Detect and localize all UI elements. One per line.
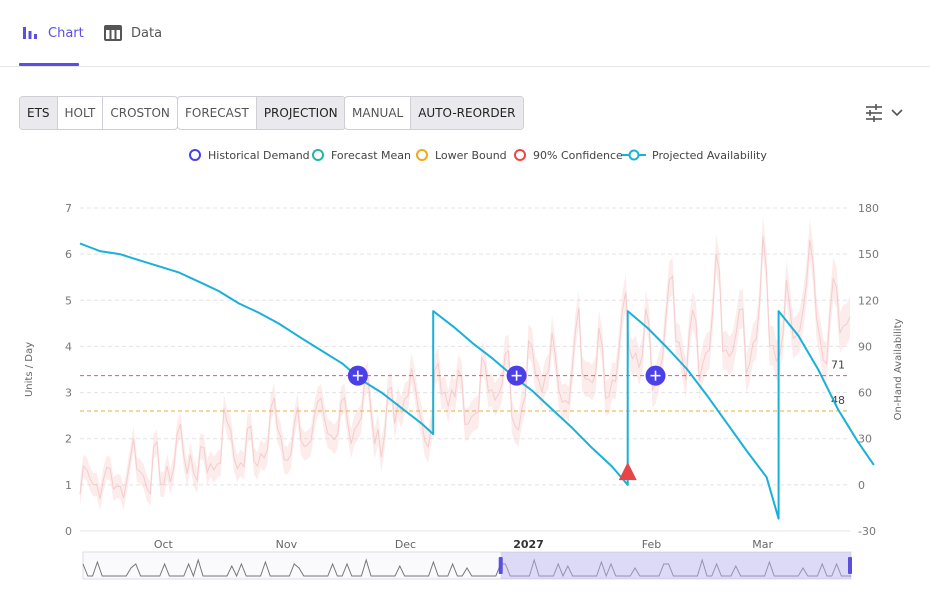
y-tick-label: 1 [65, 479, 72, 492]
ets-button[interactable]: ETS [20, 97, 58, 129]
y2-tick-label: 120 [858, 294, 879, 307]
legend-projected-availability[interactable]: Projected Availability [622, 146, 767, 164]
legend-label: Forecast Mean [331, 148, 412, 162]
legend-label: Projected Availability [652, 148, 767, 162]
y-tick-label: 7 [65, 202, 72, 215]
projection-button[interactable]: PROJECTION [256, 97, 345, 129]
y-tick-label: 0 [65, 525, 72, 538]
projected-availability-series [79, 242, 875, 520]
legend-label: Lower Bound [435, 148, 507, 162]
navigator-handle-left [498, 557, 503, 574]
confidence-band [80, 216, 850, 511]
legend-circle-icon [312, 149, 324, 161]
tab-chart-label: Chart [48, 25, 84, 41]
manual-button[interactable]: MANUAL [345, 97, 412, 129]
settings-dropdown[interactable] [864, 103, 906, 123]
active-tab-indicator [19, 63, 79, 66]
y2-tick-label: -30 [858, 525, 876, 538]
axes: 0 1 2 3 4 5 6 7 -30 0 30 60 90 120 150 180 Units / Day On… [24, 202, 904, 551]
legend-circle-icon [514, 149, 526, 161]
legend-label: 90% Confidence [533, 148, 623, 162]
tab-bar: Chart Data [0, 0, 930, 67]
navigator-track [82, 551, 852, 580]
legend-line-circle-icon [622, 149, 646, 161]
x-tick-label: Feb [642, 538, 661, 551]
navigator-handle-right [848, 557, 852, 574]
bar-chart-icon [23, 27, 37, 39]
y2-tick-label: 30 [858, 433, 872, 446]
tab-chart[interactable]: Chart [20, 22, 84, 44]
navigator-sparkline [82, 558, 851, 578]
table-icon [104, 25, 122, 41]
y-axis-title: Units / Day [24, 342, 35, 397]
x-tick-label: Nov [276, 538, 298, 551]
model-button-group: ETS HOLT CROSTON [19, 96, 178, 130]
grid-lines [80, 207, 850, 532]
crosshair-icon [645, 365, 666, 386]
legend-90-confidence[interactable]: 90% Confidence [513, 146, 623, 164]
x-tick-label: Mar [752, 538, 773, 551]
reorder-button-group: MANUAL AUTO-REORDER [344, 96, 524, 130]
warning-triangle-icon [618, 462, 637, 481]
demand-trace [79, 236, 851, 499]
forecast-button[interactable]: FORECAST [178, 97, 257, 129]
y2-tick-label: 90 [858, 340, 872, 353]
projected-availability-line [79, 242, 875, 520]
x-tick-label: Dec [395, 538, 416, 551]
y-tick-label: 3 [65, 387, 72, 400]
view-button-group: FORECAST PROJECTION [177, 96, 346, 130]
chevron-down-icon [891, 109, 903, 117]
legend-label: Historical Demand [208, 148, 310, 162]
x-tick-label: Oct [154, 538, 174, 551]
auto-reorder-button[interactable]: AUTO-REORDER [411, 97, 523, 129]
tab-data-label: Data [131, 25, 163, 41]
reorder-markers [347, 365, 666, 481]
y-tick-label: 6 [65, 248, 72, 261]
historical-demand-texture [79, 216, 851, 511]
crosshair-icon [506, 365, 527, 386]
y2-axis-title: On-Hand Availability [893, 319, 904, 421]
y2-tick-label: 180 [858, 202, 879, 215]
chart-legend: Historical Demand Forecast Mean Lower Bo… [0, 146, 930, 164]
y2-tick-label: 60 [858, 387, 872, 400]
y-tick-label: 2 [65, 433, 72, 446]
legend-historical-demand[interactable]: Historical Demand [188, 146, 310, 164]
tab-data[interactable]: Data [103, 22, 162, 44]
sliders-icon [866, 104, 903, 122]
croston-button[interactable]: CROSTON [110, 106, 170, 120]
legend-lower-bound[interactable]: Lower Bound [415, 146, 507, 164]
crosshair-icon [347, 365, 368, 386]
y2-tick-label: 150 [858, 248, 879, 261]
legend-circle-icon [189, 149, 201, 161]
y-tick-label: 5 [65, 294, 72, 307]
navigator-window [500, 552, 851, 579]
y2-tick-label: 0 [858, 479, 865, 492]
y-tick-label: 4 [65, 340, 72, 353]
legend-forecast-mean[interactable]: Forecast Mean [311, 146, 411, 164]
x-tick-label: 2027 [513, 538, 544, 551]
reference-value-label: 71 [831, 359, 845, 372]
legend-circle-icon [416, 149, 428, 161]
holt-button[interactable]: HOLT [58, 97, 104, 129]
range-navigator[interactable] [82, 551, 852, 580]
